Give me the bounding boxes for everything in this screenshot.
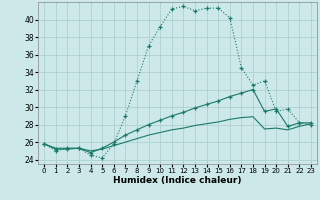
X-axis label: Humidex (Indice chaleur): Humidex (Indice chaleur) (113, 176, 242, 185)
